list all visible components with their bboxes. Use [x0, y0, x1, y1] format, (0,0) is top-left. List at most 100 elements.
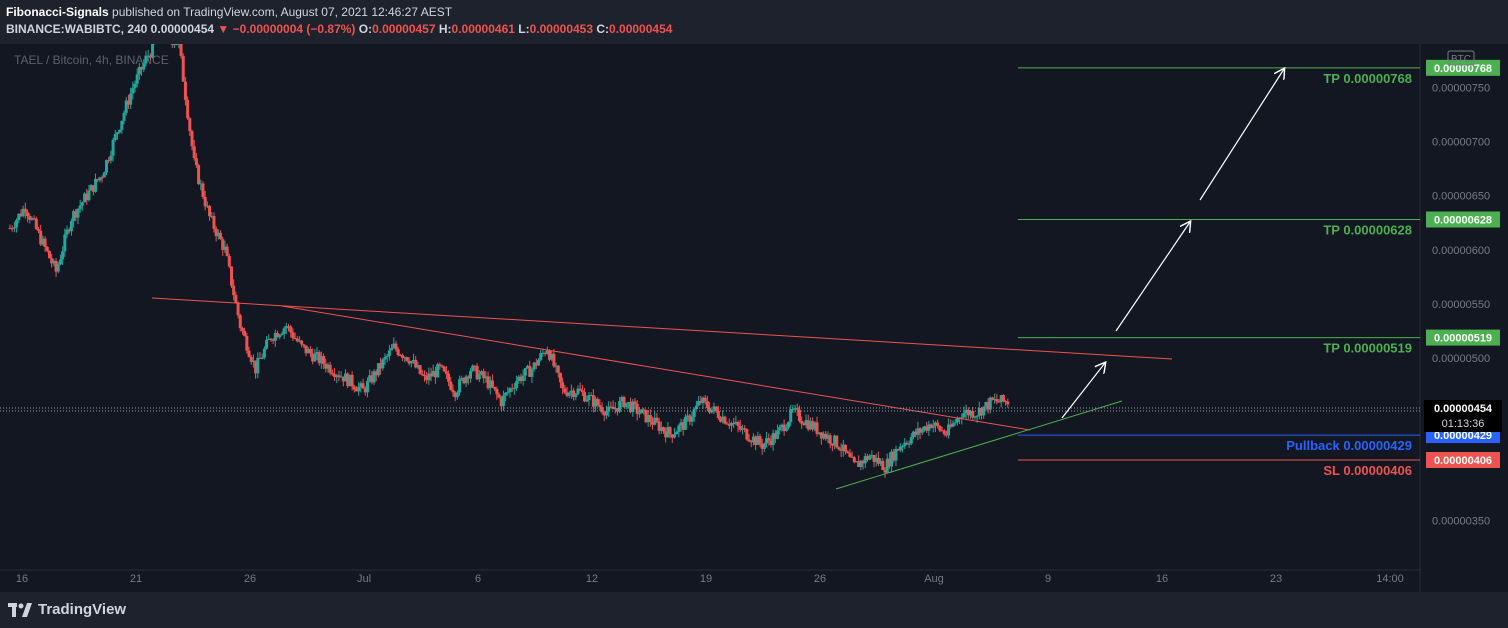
candle-body: [58, 259, 62, 265]
candle-body: [289, 326, 293, 333]
candle-body: [767, 438, 771, 441]
close-label: C:: [596, 22, 610, 36]
candle-body: [98, 177, 102, 181]
price-chart[interactable]: TAEL / Bitcoin, 4h, BINANCE 0.00000750 0.0…: [0, 25, 1508, 592]
currency-badge: [1447, 50, 1475, 66]
candle-body: [894, 448, 898, 461]
candle-body: [872, 455, 876, 462]
candle-body: [868, 455, 872, 460]
candle-body: [523, 368, 527, 376]
candle-body: [890, 451, 894, 467]
candle-body: [762, 443, 766, 449]
chart-canvas[interactable]: TAEL / Bitcoin, 4h, BINANCE 0.00000750 0.0…: [0, 25, 1508, 592]
candle-body: [613, 408, 617, 410]
candle-body: [87, 190, 91, 201]
candle-body: [447, 373, 451, 382]
candle-body: [350, 374, 354, 387]
chart-footer: TradingView: [0, 592, 1508, 628]
candle-body: [651, 422, 655, 425]
time-tick-label: 16: [16, 573, 28, 585]
open-value: 0.00000457: [372, 22, 436, 36]
candle-body: [280, 333, 284, 335]
candle-body: [852, 457, 856, 463]
candle-body: [21, 208, 25, 217]
candle-body: [444, 371, 448, 374]
candle-body: [574, 393, 578, 398]
candle-body: [620, 397, 624, 402]
tradingview-logo[interactable]: TradingView: [8, 601, 126, 618]
candle-body: [927, 424, 931, 431]
candle-body: [94, 178, 98, 192]
candle-body: [721, 416, 725, 422]
candle-body: [776, 430, 780, 439]
candle-body: [12, 227, 16, 229]
candle-body: [723, 416, 727, 424]
candle-body: [683, 416, 687, 430]
chart-watermark: TAEL / Bitcoin, 4h, BINANCE: [14, 53, 169, 67]
candle-body: [681, 422, 685, 430]
bar-countdown-text: 01:13:36: [1442, 418, 1485, 430]
candle-body: [146, 55, 150, 57]
candle-body: [260, 357, 264, 359]
candle-body: [898, 446, 902, 451]
candle-body: [793, 408, 797, 410]
candle-body: [221, 239, 225, 250]
candle-body: [929, 424, 933, 428]
candle-body: [870, 455, 874, 457]
candle-body: [56, 264, 60, 272]
candle-body: [635, 403, 639, 415]
candle-body: [826, 435, 830, 439]
candle-body: [668, 427, 672, 435]
candle-body: [324, 363, 328, 369]
candle-body: [879, 460, 883, 464]
candle-body: [960, 417, 964, 419]
candle-body: [918, 428, 922, 433]
candle-body: [462, 377, 466, 384]
open-label: O:: [358, 22, 373, 36]
candle-body: [477, 374, 481, 380]
candle-body: [703, 397, 707, 402]
candle-body: [107, 160, 111, 162]
candle-body: [488, 380, 492, 389]
candle-body: [758, 436, 762, 444]
candle-body: [247, 350, 251, 357]
candle-body: [940, 430, 944, 432]
candle-body: [828, 435, 832, 444]
candle-body: [240, 328, 244, 331]
level-badge-text: 0.00000519: [1434, 333, 1492, 345]
candle-body: [337, 375, 341, 378]
candle-body: [311, 353, 315, 362]
candle-body: [885, 458, 889, 473]
candle-body: [789, 409, 793, 423]
candle-body: [383, 357, 387, 360]
candle-body: [72, 211, 76, 222]
candle-body: [208, 205, 212, 217]
candle-body: [131, 87, 135, 94]
candle-body: [262, 348, 266, 358]
candle-body: [352, 386, 356, 390]
candle-body: [190, 131, 194, 147]
author-name[interactable]: Fibonacci-Signals: [6, 5, 109, 19]
candle-body: [861, 460, 865, 464]
price-tick-label: 0.00000700: [1432, 137, 1490, 149]
candle-body: [1006, 401, 1010, 405]
candle-body: [679, 422, 683, 426]
candle-body: [534, 362, 538, 366]
candle-body: [278, 334, 282, 338]
candle-body: [295, 338, 299, 342]
candle-body: [111, 139, 115, 156]
candle-body: [909, 437, 913, 444]
candle-body: [374, 371, 378, 376]
candle-body: [416, 365, 420, 368]
candle-body: [962, 412, 966, 418]
candle-body: [848, 453, 852, 457]
candle-body: [841, 444, 845, 451]
candle-body: [464, 376, 468, 384]
level-badge-text: 0.00000768: [1434, 63, 1492, 75]
candle-body: [137, 67, 141, 75]
candle-body: [392, 343, 396, 349]
candle-body: [15, 220, 19, 228]
price-change: −0.00000004 (−0.87%): [232, 22, 356, 36]
candle-body: [600, 407, 604, 413]
candle-body: [109, 155, 113, 161]
